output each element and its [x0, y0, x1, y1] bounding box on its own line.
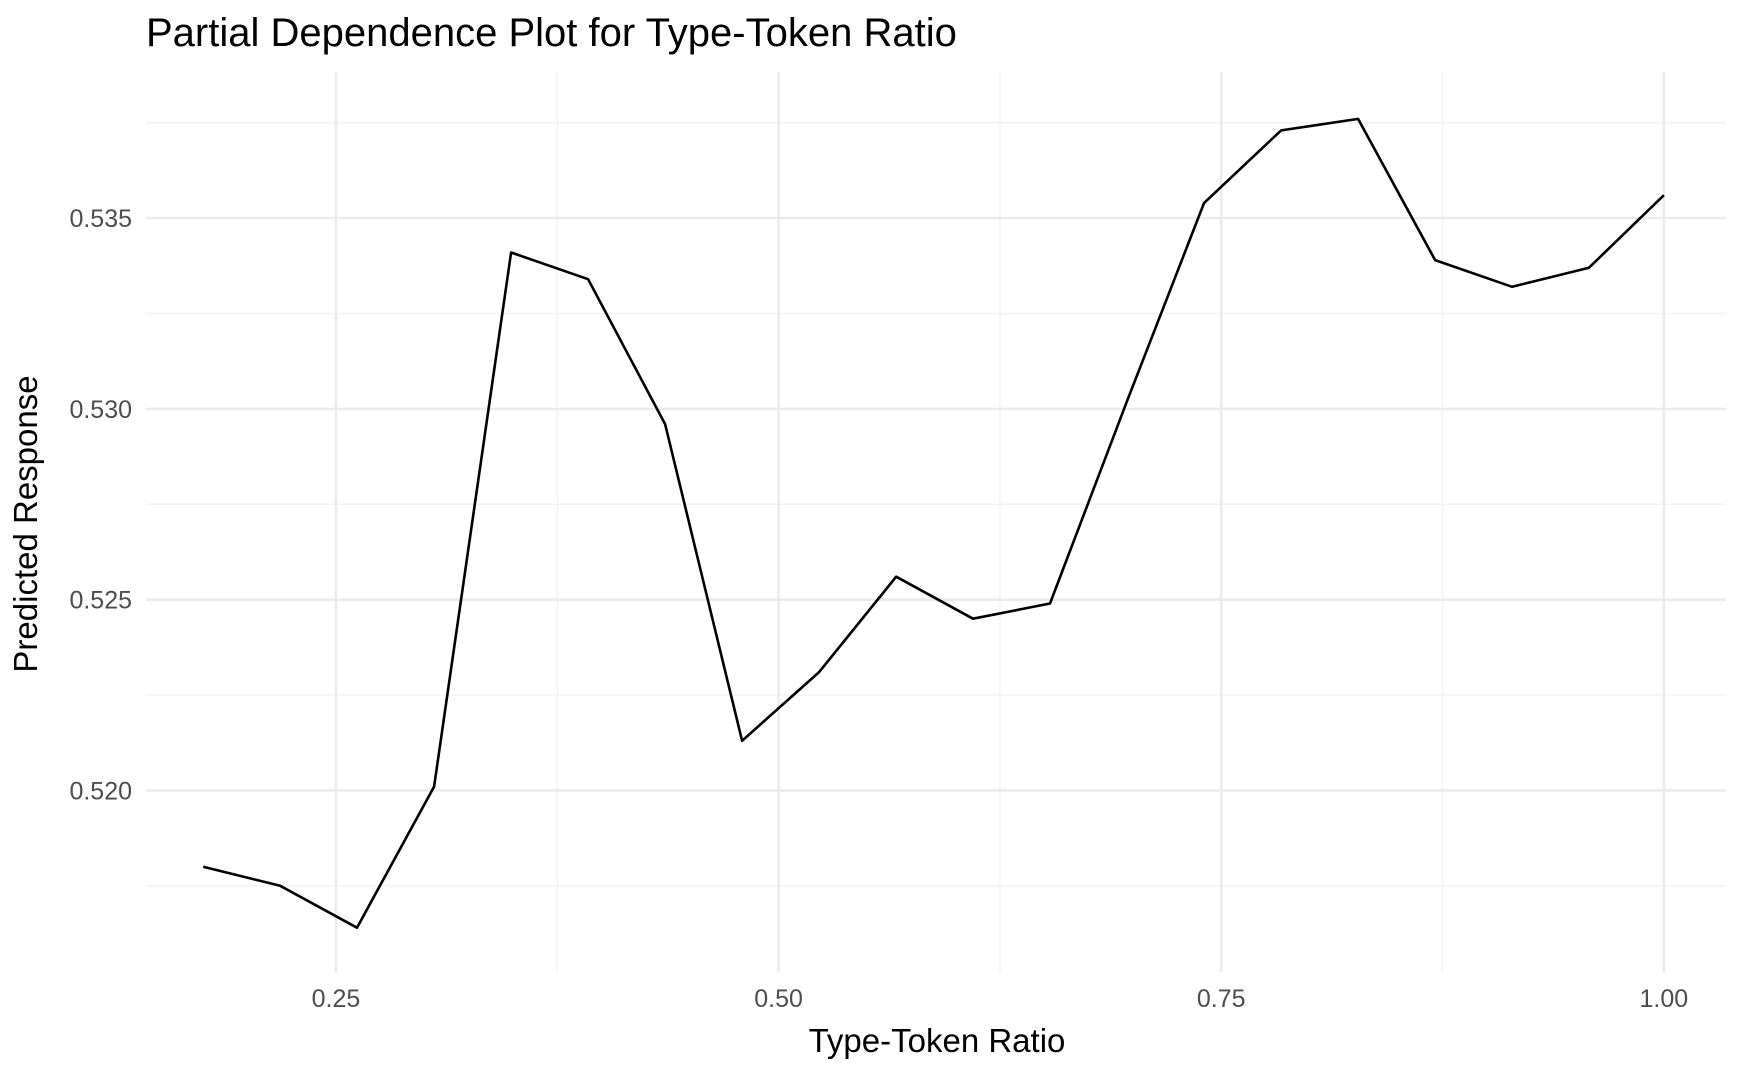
x-tick-label: 0.50: [754, 985, 803, 1013]
y-tick-label: 0.525: [69, 587, 132, 615]
chart-title: Partial Dependence Plot for Type-Token R…: [146, 11, 957, 55]
x-tick-label: 0.75: [1197, 985, 1246, 1013]
series-line: [202, 117, 1665, 930]
x-axis-title: Type-Token Ratio: [809, 1022, 1066, 1059]
x-tick-label: 1.00: [1640, 985, 1689, 1013]
x-tick-labels: 0.25 0.50 0.75 1.00: [312, 985, 1689, 1013]
y-tick-labels: 0.520 0.525 0.530 0.535: [69, 205, 132, 805]
y-axis-title: Predicted Response: [7, 375, 44, 672]
series-layer: [202, 117, 1665, 930]
plot-panel: [146, 72, 1726, 972]
y-tick-label: 0.530: [69, 396, 132, 424]
x-tick-label: 0.25: [312, 985, 361, 1013]
y-tick-label: 0.520: [69, 777, 132, 805]
y-tick-label: 0.535: [69, 205, 132, 233]
minor-gridlines: [146, 72, 1726, 972]
